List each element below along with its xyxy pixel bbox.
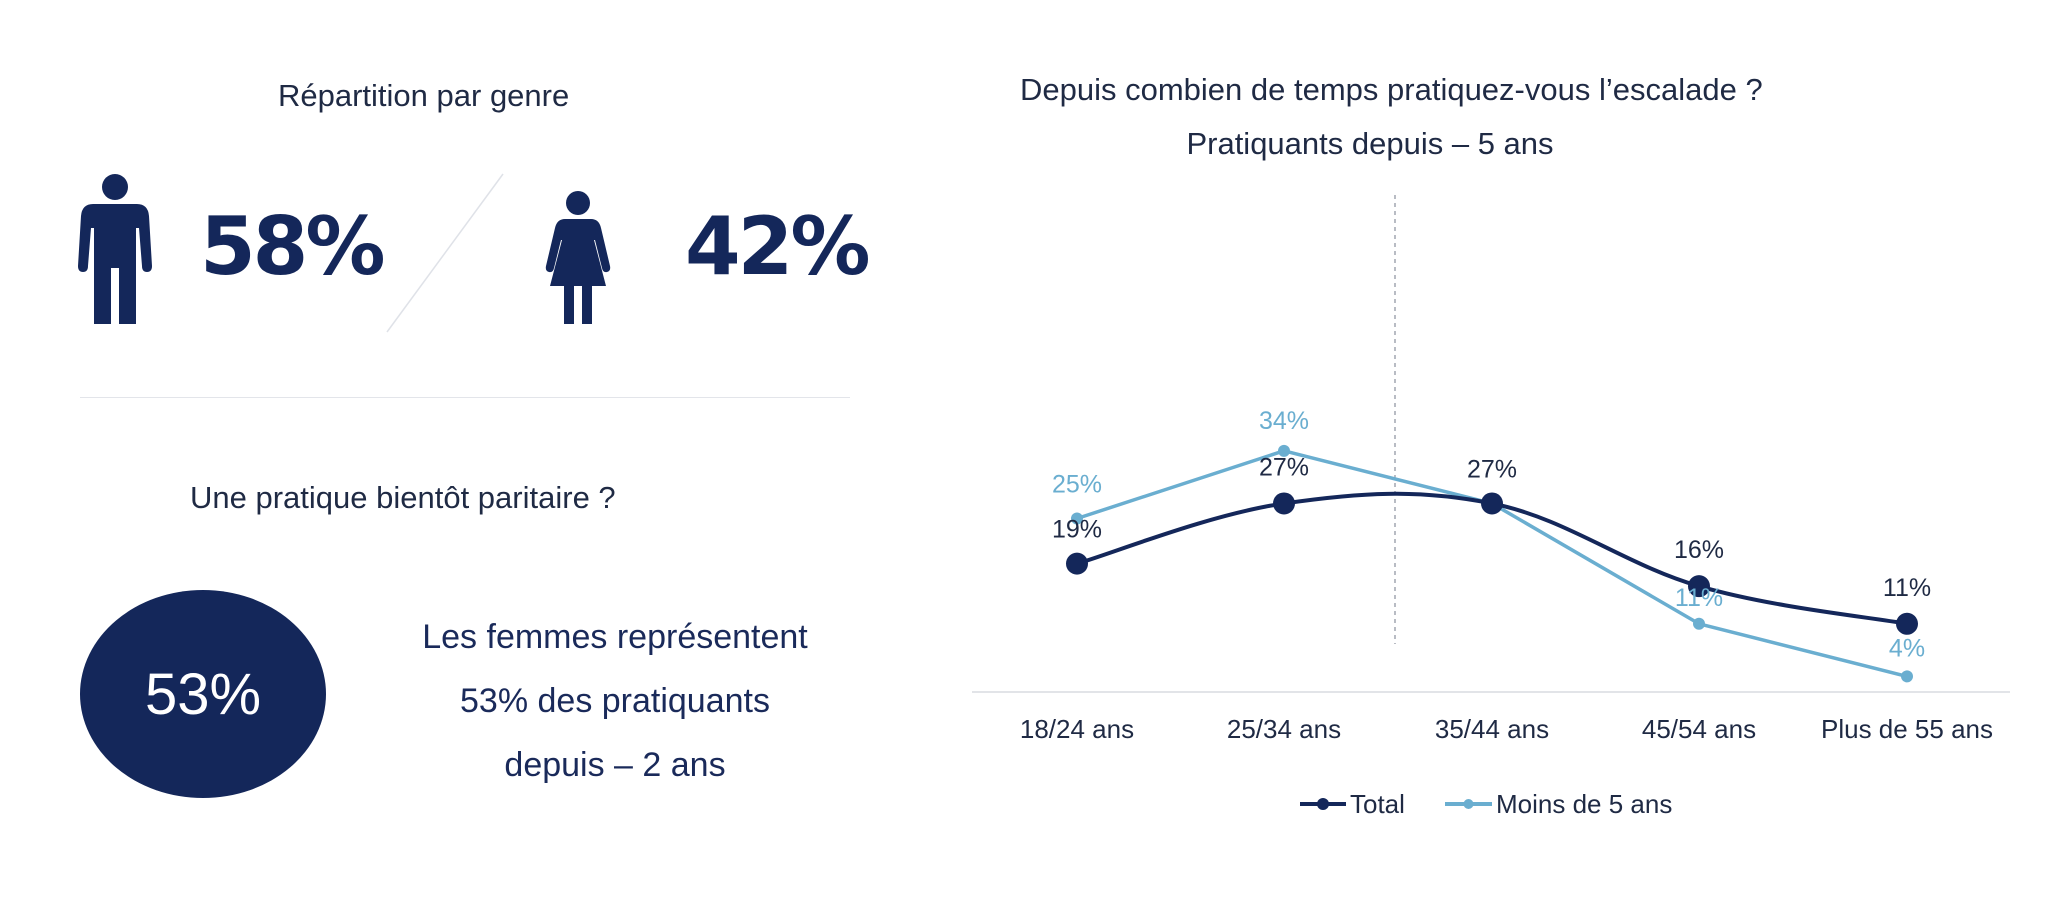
legend-label: Total (1350, 789, 1405, 819)
male-percentage: 58% (200, 200, 385, 293)
women-text-line-1: Les femmes représentent (422, 618, 808, 656)
women-text-line-2: 53% des pratiquants (460, 682, 770, 720)
series-line-moins-de-5-ans (1076, 449, 1908, 679)
women-share-circle: 53% (80, 590, 326, 798)
x-tick-label: 35/44 ans (1435, 714, 1549, 744)
data-label: 11% (1883, 574, 1931, 602)
data-label: 27% (1259, 453, 1309, 481)
data-label: 11% (1675, 584, 1723, 612)
legend-label: Moins de 5 ans (1496, 789, 1672, 819)
female-person-icon (545, 190, 611, 324)
data-label: 19% (1052, 516, 1102, 544)
women-share-text: Les femmes représentent 53% des pratiqua… (345, 605, 885, 797)
legend-swatch-marker (1317, 798, 1329, 810)
x-tick-label: Plus de 55 ans (1821, 714, 1993, 744)
x-tick-label: 45/54 ans (1642, 714, 1756, 744)
data-point-moins-de-5-ans (1693, 617, 1705, 630)
data-label: 34% (1259, 407, 1309, 435)
data-point-total (1066, 552, 1088, 575)
legend-swatch-marker (1463, 799, 1474, 809)
x-tick-label: 25/34 ans (1227, 714, 1341, 744)
x-tick-label: 18/24 ans (1020, 714, 1134, 744)
gender-title: Répartition par genre (278, 78, 570, 113)
women-text-line-3: depuis – 2 ans (504, 746, 726, 784)
parity-title: Une pratique bientôt paritaire ? (190, 480, 616, 515)
data-point-moins-de-5-ans (1901, 670, 1913, 683)
data-point-total (1896, 612, 1918, 635)
circle-value: 53% (144, 661, 262, 727)
data-label: 16% (1674, 536, 1724, 564)
divider-line (385, 172, 505, 339)
data-label: 27% (1467, 455, 1517, 483)
data-point-total (1481, 492, 1503, 515)
section-separator (80, 397, 850, 398)
data-point-total (1688, 575, 1710, 598)
data-point-total (1273, 492, 1295, 515)
male-person-icon (78, 172, 152, 324)
data-point-moins-de-5-ans (1278, 444, 1290, 457)
female-percentage: 42% (685, 200, 870, 293)
chart-title: Depuis combien de temps pratiquez-vous l… (1020, 72, 1763, 107)
data-point-moins-de-5-ans (1071, 512, 1083, 525)
data-label: 25% (1052, 471, 1102, 499)
data-label: 4% (1889, 634, 1925, 662)
chart-subtitle: Pratiquants depuis – 5 ans (1186, 126, 1554, 161)
